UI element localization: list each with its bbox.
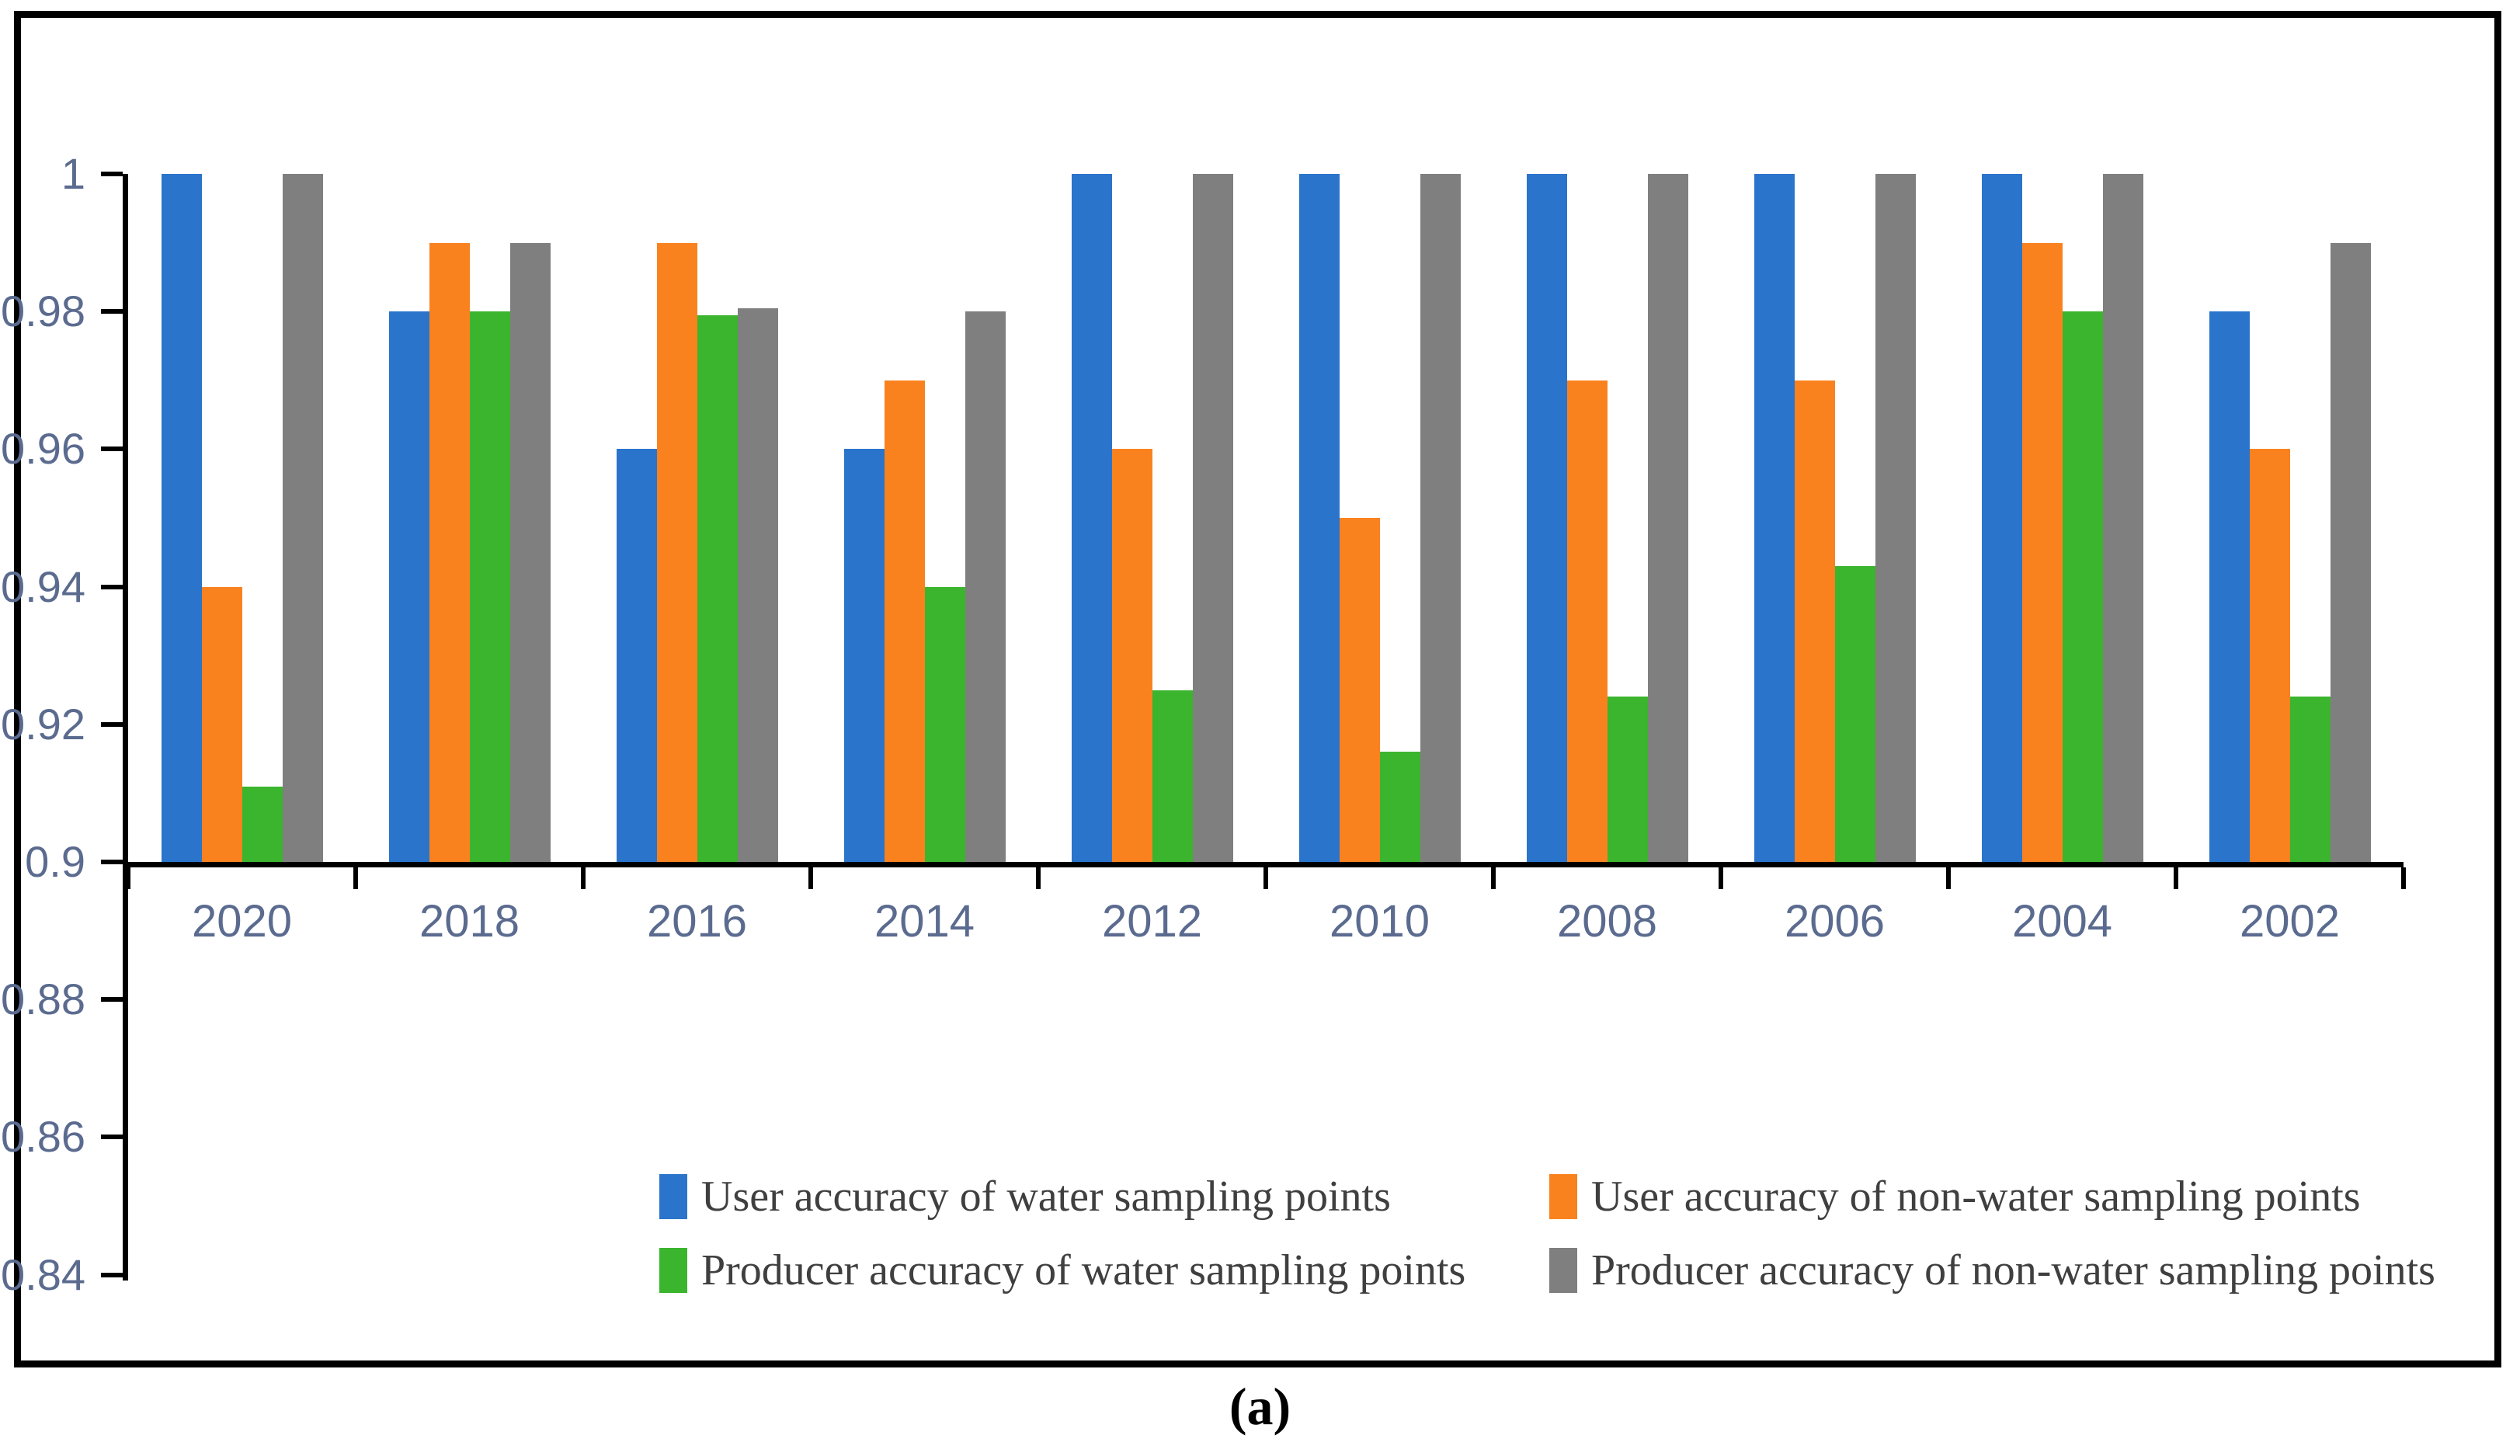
y-tick-label: 0.98: [1, 287, 85, 336]
legend-entry-user-nonwater: User accuracy of non-water sampling poin…: [1549, 1173, 2361, 1220]
y-tick-label: 1: [61, 149, 85, 198]
x-tick: [808, 867, 813, 889]
bar-2020-series3: [282, 174, 323, 862]
bar-2016-series3: [737, 308, 778, 862]
bar-2020-series1: [201, 586, 242, 862]
y-tick: [101, 447, 123, 452]
x-tick: [1036, 867, 1041, 889]
x-tick: [581, 867, 586, 889]
bar-2018-series0: [388, 311, 429, 862]
legend-marker-user-water: [659, 1174, 687, 1219]
x-category-label: 2002: [2239, 896, 2341, 947]
x-tick: [1719, 867, 1723, 889]
x-category-label: 2008: [1556, 896, 1658, 947]
y-tick: [101, 584, 123, 589]
bar-2016-series1: [656, 242, 697, 862]
bar-2012-series3: [1192, 174, 1233, 862]
bar-2016-series0: [616, 449, 657, 862]
bar-2006-series0: [1754, 174, 1795, 862]
bar-2010-series3: [1420, 174, 1461, 862]
bar-2008-series3: [1647, 174, 1688, 862]
bar-2020-series2: [242, 786, 283, 862]
x-category-label: 2020: [191, 896, 293, 947]
legend-label-producer-water: Producer accuracy of water sampling poin…: [701, 1246, 1466, 1294]
y-tick-label: 0.96: [1, 424, 85, 474]
bar-2006-series3: [1875, 174, 1916, 862]
plot-area: 1 0.98 0.96 0.94 0.92 0.9 0.88 0.86 0.84 2020 2018…: [1, 18, 2494, 1360]
y-tick-label: 0.84: [1, 1249, 85, 1299]
bar-2014-series1: [884, 380, 925, 862]
x-tick: [2401, 867, 2406, 889]
bar-2002-series1: [2249, 449, 2290, 862]
legend-entry-producer-water: Producer accuracy of water sampling poin…: [659, 1247, 1465, 1294]
bar-2018-series2: [469, 311, 510, 862]
y-tick-label: 0.92: [1, 699, 85, 749]
bar-2008-series1: [1566, 380, 1608, 862]
x-tick: [2174, 867, 2178, 889]
x-category-label: 2016: [646, 896, 748, 947]
bar-2014-series2: [924, 586, 965, 862]
bar-2004-series2: [2062, 311, 2103, 862]
subfigure-caption: (a): [1229, 1377, 1291, 1436]
bar-2004-series3: [2102, 174, 2143, 862]
y-tick: [101, 1135, 123, 1140]
x-axis-line: [123, 862, 2404, 867]
x-category-label: 2010: [1329, 896, 1430, 947]
x-category-label: 2018: [419, 896, 520, 947]
y-tick-label: 0.86: [1, 1112, 85, 1162]
x-tick: [353, 867, 358, 889]
bar-2008-series2: [1607, 697, 1648, 862]
bar-2012-series1: [1111, 449, 1152, 862]
bar-2016-series2: [697, 314, 738, 862]
legend-label-user-water: User accuracy of water sampling points: [701, 1173, 1391, 1221]
bar-2002-series2: [2289, 697, 2331, 862]
bar-2018-series1: [429, 242, 470, 862]
y-axis-line: [123, 174, 128, 1281]
legend-label-producer-nonwater: Producer accuracy of non-water sampling …: [1591, 1246, 2435, 1294]
bar-2002-series3: [2330, 242, 2371, 862]
y-tick: [101, 1272, 123, 1277]
y-tick: [101, 860, 123, 864]
bar-2012-series0: [1071, 174, 1112, 862]
bar-2018-series3: [509, 242, 551, 862]
x-category-label: 2012: [1101, 896, 1203, 947]
y-tick-label: 0.94: [1, 561, 85, 611]
bar-2014-series0: [843, 449, 885, 862]
x-tick: [1263, 867, 1268, 889]
x-category-label: 2006: [1784, 896, 1886, 947]
bar-2020-series0: [161, 174, 202, 862]
y-tick: [101, 172, 123, 176]
x-category-label: 2004: [2011, 896, 2113, 947]
x-category-label: 2014: [874, 896, 975, 947]
legend-marker-producer-water: [659, 1248, 687, 1293]
bar-2008-series0: [1526, 174, 1567, 862]
legend-label-user-nonwater: User accuracy of non-water sampling poin…: [1591, 1173, 2361, 1221]
bar-2002-series0: [2209, 311, 2250, 862]
y-tick: [101, 997, 123, 1003]
bar-2010-series0: [1298, 174, 1340, 862]
y-tick: [101, 721, 123, 727]
legend-entry-user-water: User accuracy of water sampling points: [659, 1173, 1391, 1220]
bar-2004-series0: [1981, 174, 2022, 862]
x-tick: [1946, 867, 1951, 889]
legend-marker-user-nonwater: [1549, 1174, 1577, 1219]
y-tick-label: 0.9: [25, 837, 85, 886]
bar-2014-series3: [965, 311, 1006, 862]
legend-marker-producer-nonwater: [1549, 1248, 1577, 1293]
bar-2012-series2: [1152, 690, 1193, 862]
bar-2004-series1: [2021, 242, 2063, 862]
bar-2010-series1: [1339, 518, 1380, 862]
y-tick: [101, 309, 123, 314]
x-tick: [126, 867, 130, 889]
legend-entry-producer-nonwater: Producer accuracy of non-water sampling …: [1549, 1247, 2435, 1294]
bar-2006-series2: [1834, 566, 1875, 862]
figure-frame: 1 0.98 0.96 0.94 0.92 0.9 0.88 0.86 0.84 2020 2018…: [1, 11, 2501, 1367]
y-tick-label: 0.88: [1, 975, 85, 1024]
bar-2010-series2: [1379, 752, 1420, 862]
bar-2006-series1: [1794, 380, 1835, 862]
x-tick: [1491, 867, 1496, 889]
